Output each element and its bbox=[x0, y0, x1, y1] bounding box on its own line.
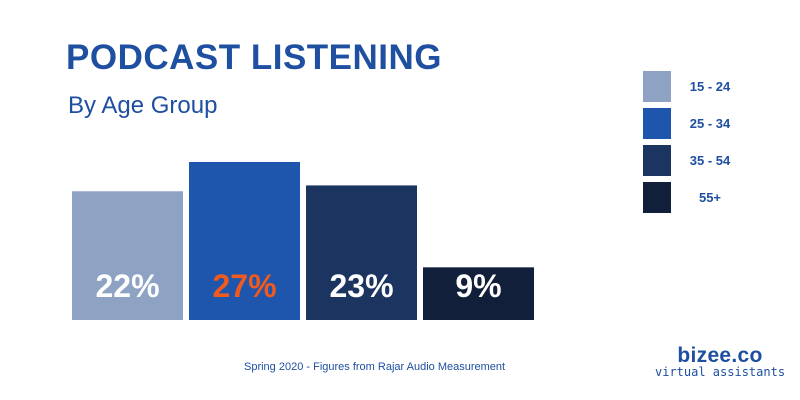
legend-item: 55+ bbox=[643, 182, 735, 213]
bar-55+ bbox=[423, 267, 534, 320]
bar-35-54 bbox=[306, 185, 417, 320]
bar-value-label: 23% bbox=[329, 268, 393, 304]
bar-value-label: 22% bbox=[95, 268, 159, 304]
legend-label: 25 - 34 bbox=[689, 116, 731, 131]
source-footnote: Spring 2020 - Figures from Rajar Audio M… bbox=[244, 361, 506, 373]
legend-item: 25 - 34 bbox=[643, 108, 735, 139]
legend-item: 15 - 24 bbox=[643, 71, 735, 102]
brand-logo: bizee.co virtual assistants bbox=[655, 345, 785, 379]
legend-label: 15 - 24 bbox=[689, 79, 731, 94]
legend: 15 - 24 25 - 34 35 - 54 55+ bbox=[643, 71, 735, 219]
legend-swatch bbox=[643, 182, 671, 213]
chart-title: PODCAST LISTENING bbox=[66, 38, 443, 77]
legend-label: 35 - 54 bbox=[689, 153, 731, 168]
brand-tagline: virtual assistants bbox=[655, 365, 786, 379]
bar-25-34 bbox=[189, 162, 300, 320]
legend-swatch bbox=[643, 108, 671, 139]
brand-name: bizee.co bbox=[677, 344, 763, 367]
bar-value-label: 27% bbox=[212, 268, 276, 304]
legend-swatch bbox=[643, 71, 671, 102]
legend-swatch bbox=[643, 145, 671, 176]
bar-value-label: 9% bbox=[455, 268, 501, 304]
bar-15-24 bbox=[72, 191, 183, 320]
legend-item: 35 - 54 bbox=[643, 145, 735, 176]
legend-label: 55+ bbox=[698, 190, 722, 205]
chart-subtitle: By Age Group bbox=[68, 92, 218, 119]
